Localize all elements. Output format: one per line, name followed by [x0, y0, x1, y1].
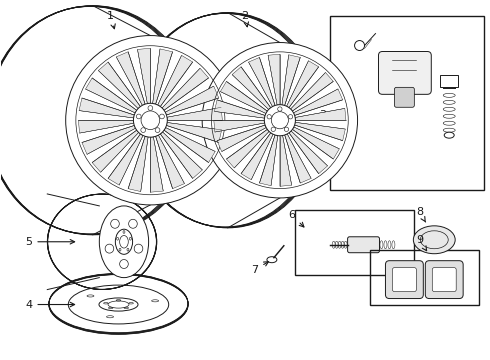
Polygon shape	[98, 62, 141, 108]
Polygon shape	[287, 61, 318, 108]
Polygon shape	[241, 133, 273, 180]
FancyBboxPatch shape	[392, 268, 416, 292]
Polygon shape	[165, 86, 219, 115]
Polygon shape	[226, 129, 269, 168]
Polygon shape	[289, 131, 328, 174]
Polygon shape	[82, 126, 135, 154]
Polygon shape	[268, 54, 280, 105]
FancyBboxPatch shape	[440, 75, 458, 87]
Polygon shape	[92, 130, 139, 172]
Polygon shape	[116, 52, 145, 105]
Circle shape	[271, 127, 275, 131]
Polygon shape	[152, 49, 172, 104]
FancyBboxPatch shape	[394, 87, 415, 107]
Polygon shape	[220, 81, 267, 113]
Polygon shape	[150, 137, 163, 192]
Polygon shape	[248, 57, 275, 107]
Polygon shape	[291, 72, 333, 111]
Polygon shape	[293, 127, 340, 159]
Text: 8: 8	[416, 207, 426, 222]
Polygon shape	[217, 125, 266, 152]
Polygon shape	[280, 135, 292, 186]
Polygon shape	[214, 120, 265, 132]
Ellipse shape	[115, 229, 133, 254]
FancyBboxPatch shape	[432, 268, 456, 292]
Circle shape	[155, 128, 160, 132]
Polygon shape	[282, 55, 300, 105]
Circle shape	[133, 103, 167, 137]
Polygon shape	[167, 122, 221, 143]
FancyBboxPatch shape	[378, 51, 431, 94]
Polygon shape	[108, 134, 143, 185]
Bar	[330, 15, 484, 190]
Circle shape	[136, 114, 141, 119]
Polygon shape	[295, 108, 346, 120]
Polygon shape	[294, 122, 345, 141]
Ellipse shape	[444, 132, 454, 138]
Circle shape	[66, 36, 235, 205]
Circle shape	[202, 42, 358, 198]
Ellipse shape	[414, 226, 455, 254]
FancyBboxPatch shape	[347, 237, 379, 253]
Polygon shape	[156, 135, 185, 189]
FancyBboxPatch shape	[425, 261, 463, 298]
Circle shape	[160, 114, 164, 119]
Bar	[295, 210, 415, 275]
FancyBboxPatch shape	[386, 261, 423, 298]
Polygon shape	[78, 120, 134, 133]
Polygon shape	[260, 135, 278, 186]
Circle shape	[284, 127, 289, 131]
Polygon shape	[86, 78, 137, 113]
Text: 3: 3	[319, 110, 334, 120]
Circle shape	[148, 106, 153, 111]
Polygon shape	[164, 127, 215, 162]
Text: 2: 2	[242, 11, 248, 27]
Polygon shape	[167, 107, 222, 120]
Polygon shape	[285, 134, 311, 183]
Text: 9: 9	[416, 235, 427, 251]
Bar	[369, 250, 479, 305]
Polygon shape	[215, 100, 265, 118]
Text: 1: 1	[107, 11, 115, 29]
Polygon shape	[232, 67, 271, 109]
Text: 5: 5	[25, 237, 74, 247]
Polygon shape	[138, 48, 150, 104]
Circle shape	[288, 114, 293, 119]
Circle shape	[267, 114, 271, 119]
Circle shape	[278, 107, 282, 111]
Text: 6: 6	[288, 210, 304, 227]
Text: 7: 7	[251, 262, 269, 275]
Text: 4: 4	[25, 300, 74, 310]
Circle shape	[141, 128, 146, 132]
Polygon shape	[294, 89, 343, 116]
Polygon shape	[79, 98, 134, 118]
Ellipse shape	[99, 206, 148, 278]
Polygon shape	[128, 136, 148, 192]
Polygon shape	[160, 132, 202, 179]
Ellipse shape	[99, 298, 138, 311]
Circle shape	[264, 105, 295, 136]
Polygon shape	[162, 68, 209, 110]
Polygon shape	[158, 55, 193, 107]
